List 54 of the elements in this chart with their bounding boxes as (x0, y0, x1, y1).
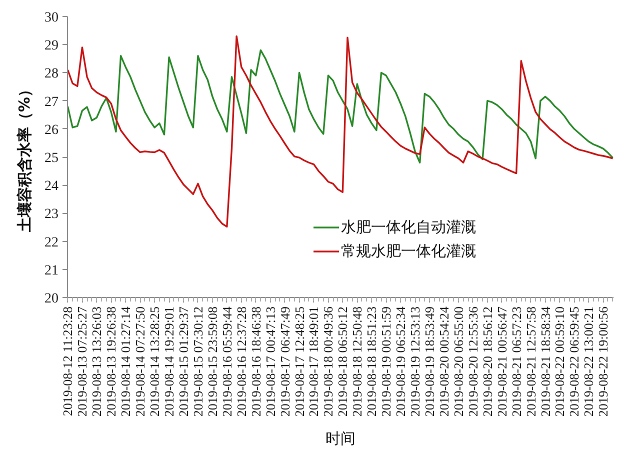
x-tick-label: 2019-08-20 18:56:12 (480, 306, 495, 417)
x-tick-label: 2019-08-19 00:51:59 (378, 306, 394, 417)
x-tick-label: 2019-08-16 18:46:38 (248, 306, 264, 417)
x-tick-label: 2019-08-20 00:54:24 (436, 306, 452, 417)
x-tick-label: 2019-08-17 00:47:13 (262, 306, 278, 417)
x-tick-label: 2019-08-18 06:50:12 (335, 306, 350, 417)
x-tick-label: 2019-08-19 18:53:49 (422, 306, 437, 417)
x-tick-label: 2019-08-18 00:49:36 (320, 306, 336, 417)
x-tick-label: 2019-08-16 05:59:44 (219, 306, 234, 417)
x-tick-label: 2019-08-18 18:51:23 (364, 306, 380, 417)
x-tick-label: 2019-08-21 18:58:34 (538, 306, 553, 417)
x-tick-label: 2019-08-20 06:55:00 (450, 306, 466, 417)
x-tick-label: 2019-08-14 19:29:01 (162, 306, 177, 417)
y-axis-title: 土壤容积含水率（%） (16, 82, 34, 234)
x-tick-label: 2019-08-19 06:52:34 (393, 306, 408, 417)
x-tick-label: 2019-08-14 07:27:50 (132, 306, 148, 417)
y-tick-label: 21 (44, 263, 58, 278)
x-tick-label: 2019-08-15 01:29:37 (176, 306, 191, 417)
x-tick-label: 2019-08-17 06:47:49 (277, 306, 292, 417)
y-tick-label: 23 (44, 207, 58, 222)
x-tick-label: 2019-08-13 07:25:27 (74, 306, 90, 417)
y-tick-label: 20 (44, 292, 58, 306)
x-tick-label: 2019-08-22 00:59:10 (552, 306, 568, 417)
x-tick-label: 2019-08-15 07:30:12 (190, 306, 206, 417)
y-tick-label: 22 (44, 235, 58, 250)
y-tick-label: 25 (44, 151, 58, 166)
x-tick-label: 2019-08-17 18:49:01 (306, 306, 322, 417)
x-tick-label: 2019-08-22 19:00:56 (596, 306, 611, 417)
x-tick-label: 2019-08-21 00:56:47 (494, 306, 510, 417)
x-tick-label: 2019-08-18 12:50:48 (350, 306, 365, 417)
x-tick-label: 2019-08-14 13:28:25 (147, 306, 162, 417)
x-tick-label: 2019-08-14 01:27:14 (118, 306, 134, 417)
y-tick-label: 27 (44, 94, 58, 110)
y-tick-label: 30 (44, 10, 58, 26)
x-tick-label: 2019-08-22 13:00:21 (581, 306, 596, 417)
x-tick-label: 2019-08-15 23:59:08 (204, 306, 220, 417)
x-tick-label: 2019-08-19 12:53:13 (408, 306, 423, 417)
y-tick-label: 28 (44, 66, 58, 82)
x-tick-label: 2019-08-20 12:55:36 (465, 306, 480, 417)
x-tick-label: 2019-08-21 12:57:58 (523, 306, 538, 417)
x-tick-label: 2019-08-21 06:57:23 (508, 306, 524, 417)
y-tick-label: 29 (44, 38, 58, 54)
x-axis-title: 时间 (326, 430, 356, 448)
x-tick-label: 2019-08-16 12:37:28 (234, 306, 249, 417)
line-series (68, 49, 614, 164)
x-tick-label: 2019-08-13 13:26:03 (89, 306, 104, 417)
x-tick-label: 2019-08-12 11:23:28 (60, 306, 76, 416)
x-tick-label: 2019-08-17 12:48:25 (292, 306, 307, 417)
x-tick-label: 2019-08-22 06:59:45 (566, 306, 582, 417)
y-tick-label: 26 (44, 122, 58, 138)
y-tick-label: 24 (44, 179, 58, 194)
legend-label: 常规水肥一体化灌溉 (341, 242, 476, 260)
x-tick-label: 2019-08-13 19:26:38 (104, 306, 119, 417)
legend-label: 水肥一体化自动灌溉 (341, 218, 476, 236)
